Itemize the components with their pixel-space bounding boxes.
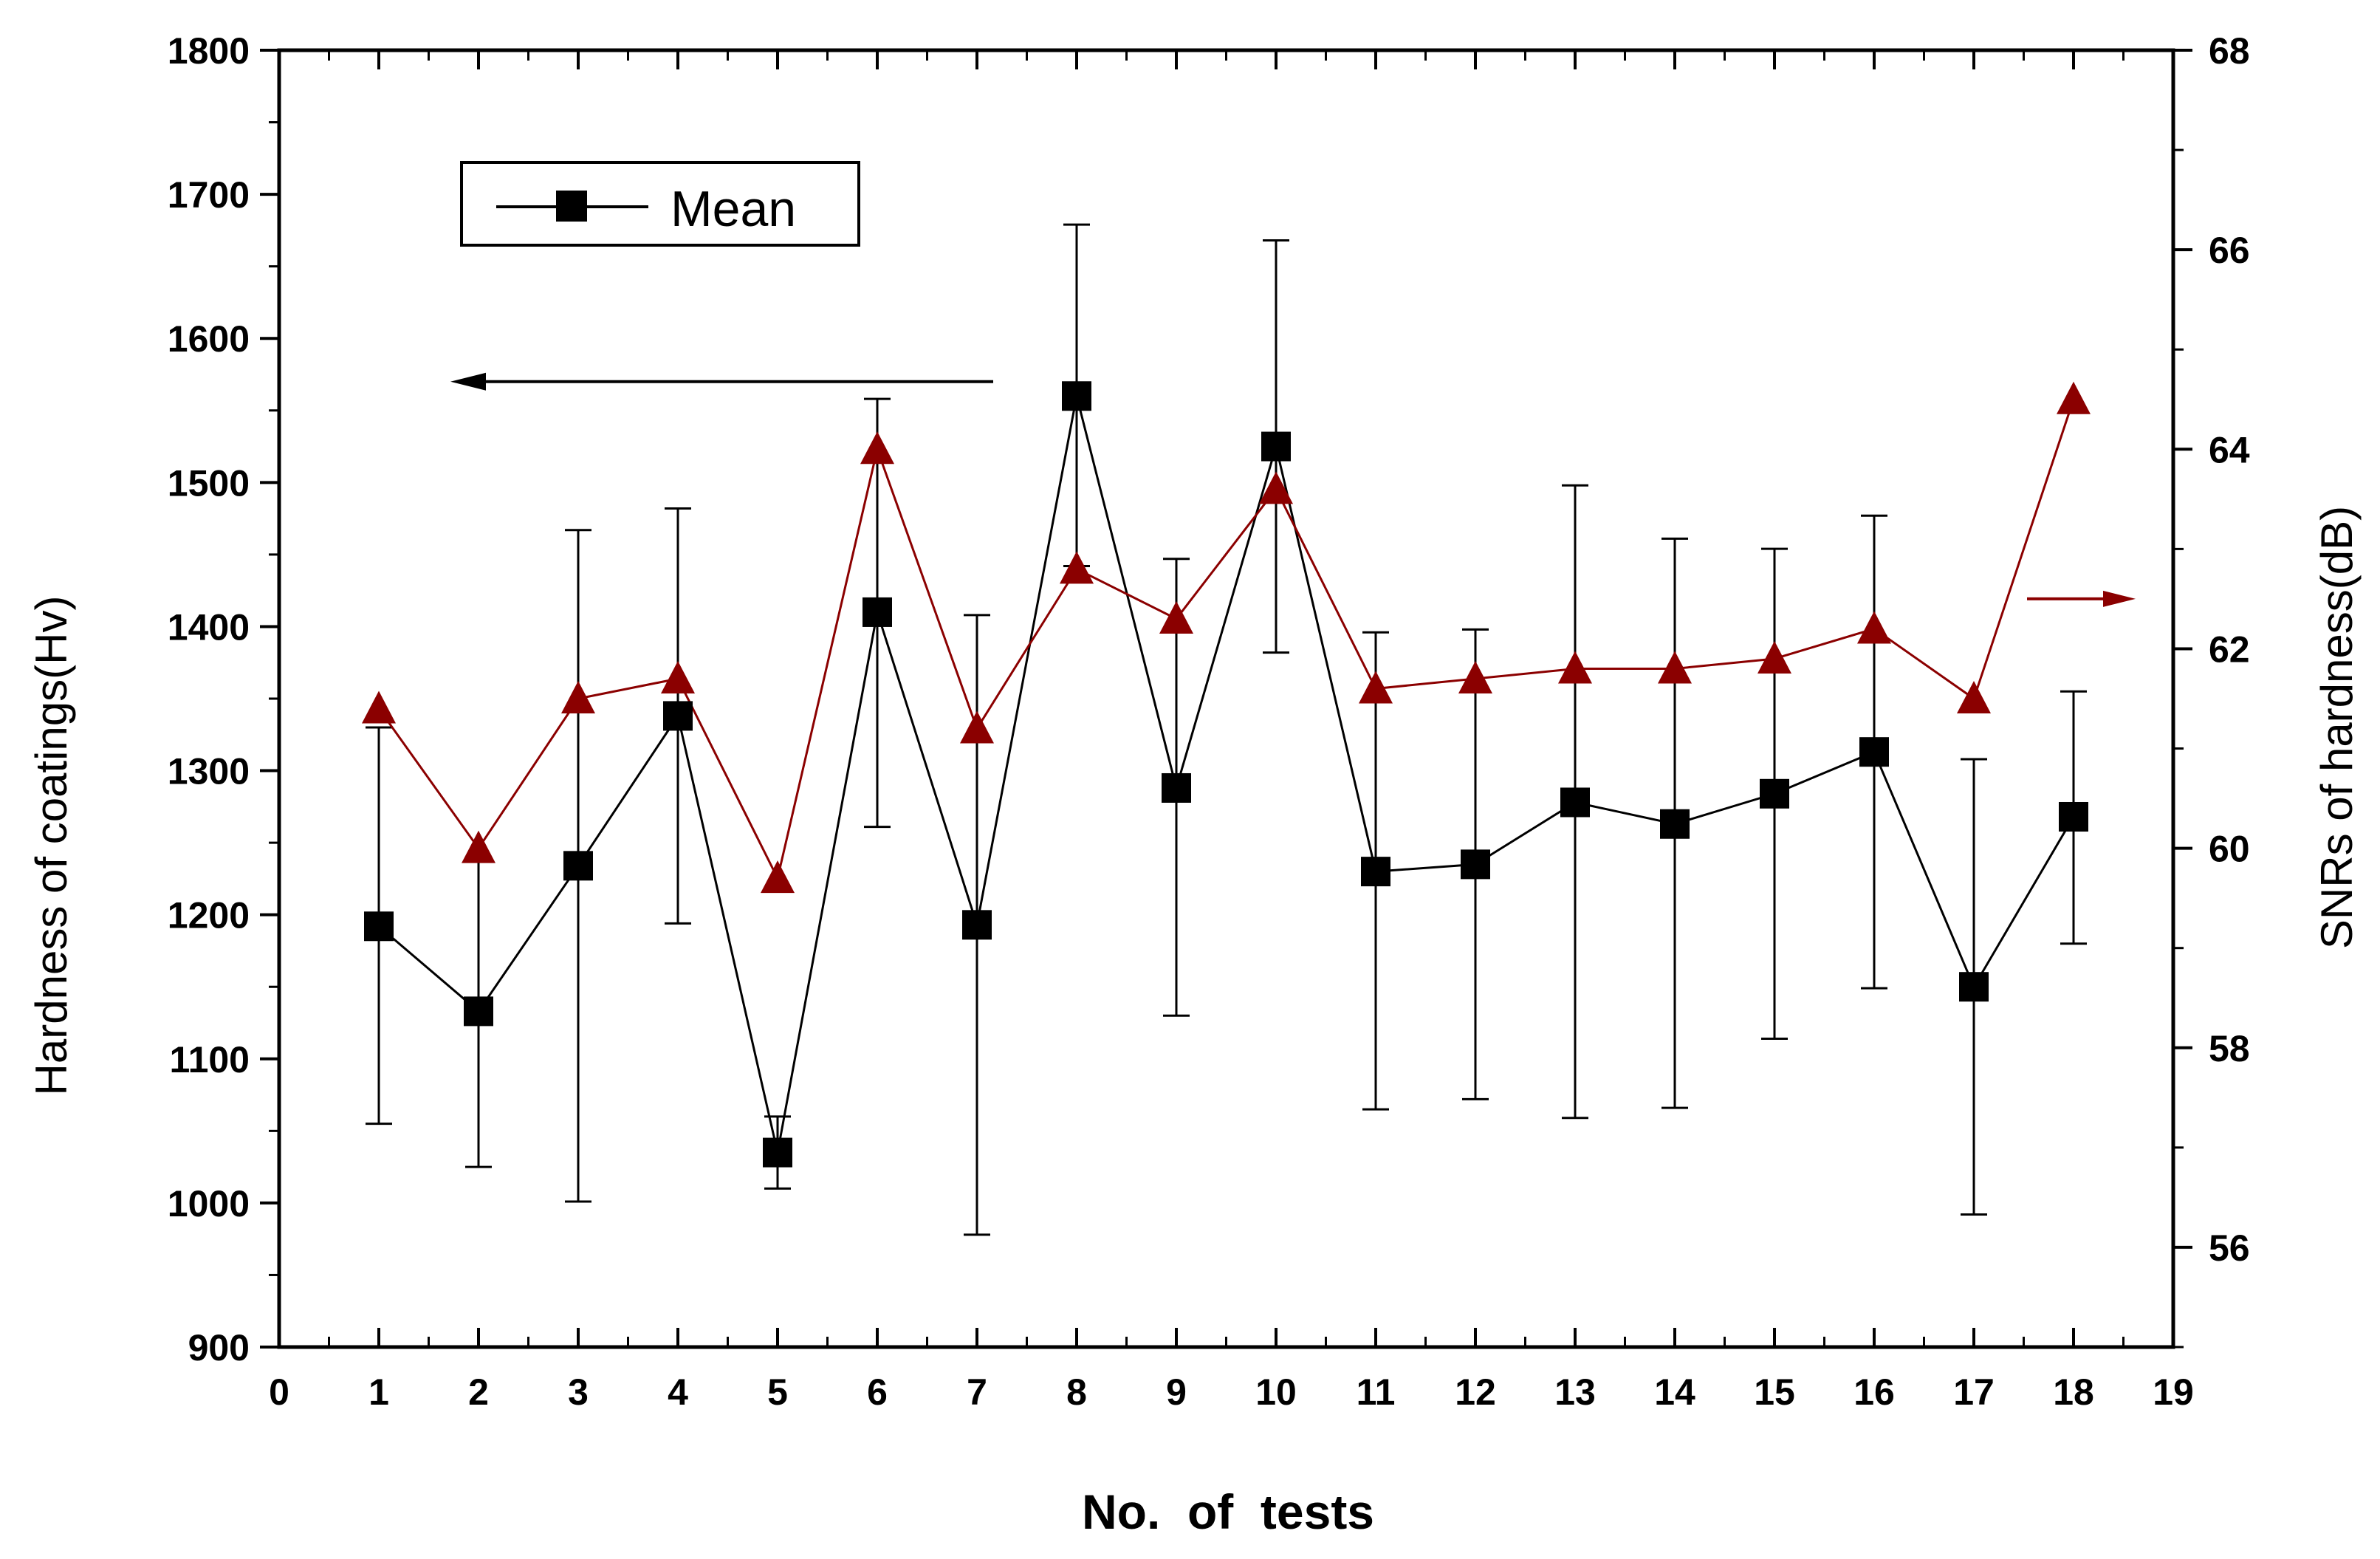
x-tick-label: 15 [1754, 1371, 1795, 1413]
data-point-square [364, 911, 394, 942]
data-point-square [1560, 787, 1590, 818]
data-point-square [1261, 431, 1291, 462]
data-point-square [1959, 972, 1989, 1002]
x-tick-label: 7 [967, 1371, 987, 1413]
legend-box [460, 161, 860, 247]
x-tick-label: 16 [1853, 1371, 1895, 1413]
x-tick-label: 9 [1166, 1371, 1187, 1413]
data-point-square [2059, 801, 2088, 832]
data-point-square [563, 851, 593, 881]
y-left-tick-label: 1000 [168, 1183, 250, 1224]
data-point-triangle [362, 691, 396, 724]
data-point-triangle [960, 710, 994, 744]
data-point-triangle [1159, 600, 1193, 634]
y-left-tick-label: 1100 [170, 1039, 250, 1080]
x-tick-label: 6 [867, 1371, 888, 1413]
y-right-tick-label: 68 [2209, 30, 2250, 72]
legend-label-mean: Mean [671, 181, 796, 237]
x-tick-label: 18 [2053, 1371, 2094, 1413]
y-left-tick-label: 1300 [168, 751, 250, 792]
arrow-right-head [2103, 590, 2136, 607]
data-point-square [1162, 772, 1191, 803]
series-lines-layer [377, 395, 2075, 1153]
data-point-triangle [860, 431, 894, 465]
x-tick-label: 1 [368, 1371, 389, 1413]
error-bars-layer [366, 223, 2087, 1236]
data-point-square [763, 1137, 792, 1168]
data-point-triangle [1060, 551, 1094, 584]
x-tick-label: 17 [1953, 1371, 1995, 1413]
data-point-triangle [1957, 681, 1991, 713]
x-tick-label: 2 [468, 1371, 489, 1413]
y-right-tick-label: 56 [2209, 1227, 2250, 1269]
x-tick-label: 5 [767, 1371, 788, 1413]
data-point-square [464, 996, 493, 1027]
y-left-tick-label: 1200 [168, 895, 250, 936]
x-tick-label: 14 [1654, 1371, 1695, 1413]
x-tick-label: 13 [1554, 1371, 1596, 1413]
y-axis-left-title: Hardness of coatings(Hv) [27, 596, 76, 1096]
x-tick-label: 19 [2153, 1371, 2194, 1413]
series-line-snr [377, 399, 2075, 882]
data-point-triangle [2057, 381, 2091, 414]
data-point-square [1461, 849, 1490, 880]
y-left-tick-label: 1700 [168, 174, 250, 216]
data-point-square [663, 701, 693, 731]
y-right-tick-label: 66 [2209, 230, 2250, 271]
x-tick-label: 12 [1455, 1371, 1496, 1413]
data-point-triangle [1259, 471, 1293, 504]
y-right-tick-label: 58 [2209, 1028, 2250, 1069]
y-right-tick-label: 60 [2209, 829, 2250, 870]
x-tick-label: 8 [1066, 1371, 1087, 1413]
series-line-mean [378, 395, 2075, 1153]
y-right-tick-label: 62 [2209, 628, 2250, 670]
axes-layer: 0 1 2 3 4 5 6 7 8 9 10 11 12 13 14 15 16 17 18 199001000110… [168, 30, 2250, 1413]
y-left-tick-label: 1800 [168, 30, 250, 72]
legend-marker-square [556, 191, 587, 222]
data-point-square [1859, 737, 1889, 767]
y-left-tick-label: 1400 [168, 606, 250, 648]
data-point-square [1660, 809, 1690, 839]
data-point-triangle [462, 830, 495, 863]
data-point-triangle [1658, 651, 1692, 684]
x-tick-label: 4 [668, 1371, 688, 1413]
x-tick-label: 0 [269, 1371, 289, 1413]
data-point-triangle [1558, 651, 1592, 684]
x-tick-label: 11 [1357, 1371, 1396, 1413]
data-point-triangle [1757, 640, 1791, 674]
data-point-square [1062, 381, 1091, 411]
y-left-tick-label: 900 [188, 1327, 250, 1368]
markers-layer [362, 381, 2091, 1168]
data-point-triangle [561, 681, 595, 713]
data-point-square [962, 910, 992, 940]
x-axis-title: No. of tests [1082, 1484, 1374, 1539]
data-point-triangle [1458, 660, 1492, 693]
legend: Mean [460, 161, 860, 247]
y-right-tick-label: 64 [2209, 429, 2250, 470]
x-tick-label: 10 [1255, 1371, 1297, 1413]
data-point-square [1760, 778, 1789, 809]
y-left-tick-label: 1500 [168, 462, 250, 504]
data-point-triangle [661, 660, 695, 693]
x-tick-label: 3 [568, 1371, 589, 1413]
data-point-square [863, 597, 892, 627]
data-point-triangle [1359, 671, 1393, 704]
arrow-left-head [450, 372, 486, 391]
data-point-triangle [1857, 611, 1891, 644]
annotations-layer [450, 372, 2136, 607]
data-point-triangle [761, 860, 795, 894]
y-left-tick-label: 1600 [168, 318, 250, 360]
y-axis-right-title: SNRs of hardness(dB) [2312, 506, 2362, 949]
data-point-square [1361, 857, 1390, 887]
